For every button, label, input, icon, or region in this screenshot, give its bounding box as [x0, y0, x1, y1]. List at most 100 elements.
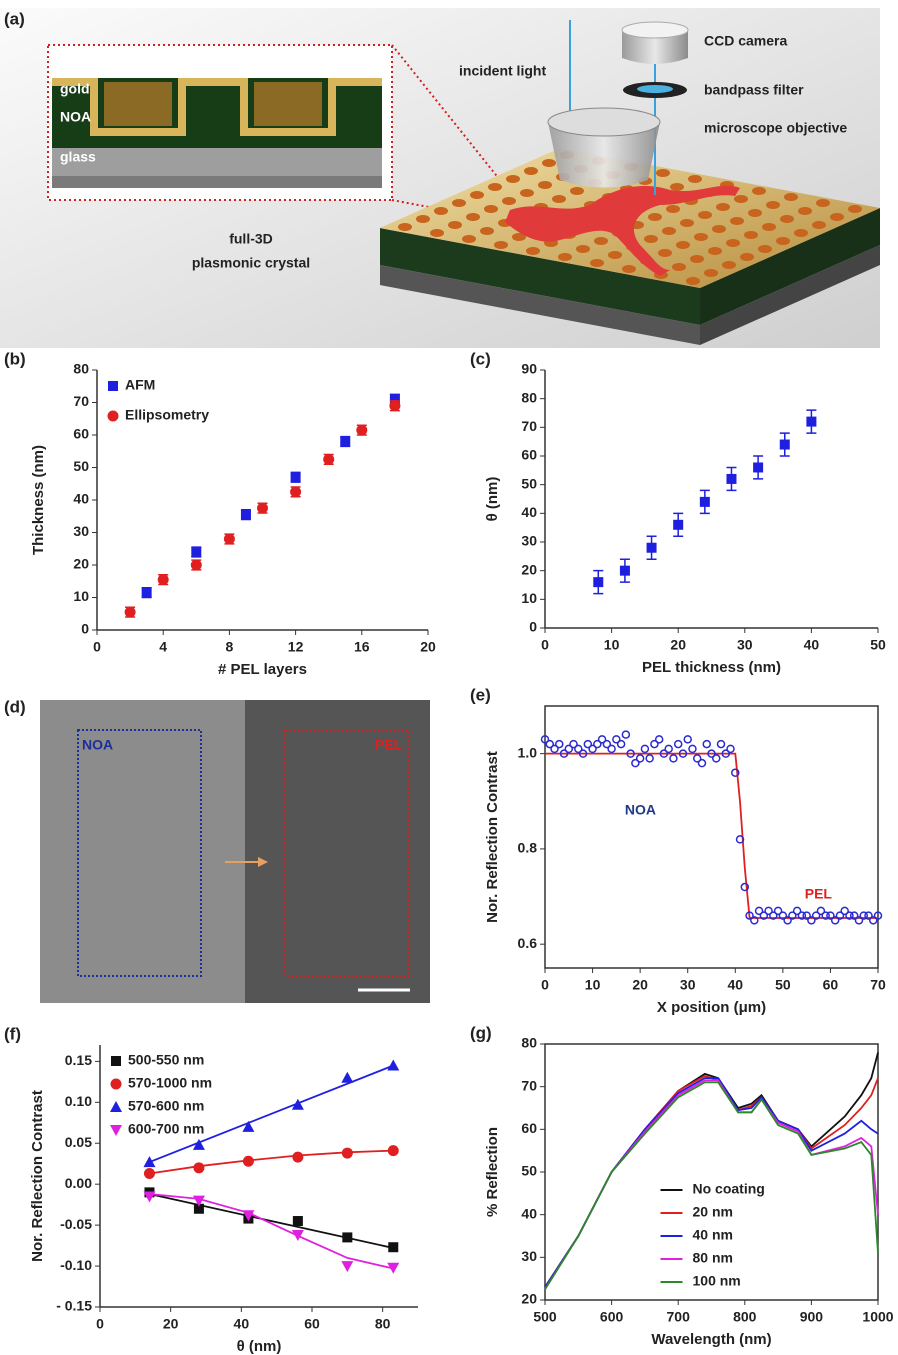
hole — [430, 229, 444, 237]
marker — [726, 474, 736, 484]
legend-swatch — [111, 1056, 121, 1066]
hole — [848, 205, 862, 213]
hole — [726, 239, 740, 247]
y-axis-label: Nor. Reflection Contrast — [29, 1090, 46, 1262]
marker — [143, 1156, 155, 1167]
hole — [434, 207, 448, 215]
legend-label: 570-1000 nm — [128, 1075, 212, 1091]
gold-well — [254, 82, 322, 126]
hole — [794, 229, 808, 237]
legend-label: 20 nm — [693, 1204, 733, 1220]
hole — [570, 187, 584, 195]
hole — [590, 259, 604, 267]
hole — [670, 183, 684, 191]
legend-swatch — [108, 381, 118, 391]
y-axis-label: % Reflection — [484, 1127, 501, 1217]
hole — [734, 195, 748, 203]
hole — [542, 159, 556, 167]
legend-label: 500-550 nm — [128, 1052, 204, 1068]
y-tick-label: 20 — [521, 561, 537, 577]
legend-label: AFM — [125, 377, 155, 393]
x-tick-label: 20 — [632, 977, 648, 993]
y-tick-label: 20 — [521, 1291, 537, 1307]
x-axis-label: PEL thickness (nm) — [642, 659, 781, 676]
hole — [798, 207, 812, 215]
y-tick-label: 10 — [521, 590, 537, 606]
y-tick-label: 20 — [73, 556, 89, 572]
hole — [762, 223, 776, 231]
hole — [694, 233, 708, 241]
marker — [342, 1148, 353, 1159]
hole — [448, 221, 462, 229]
legend-label: 100 nm — [693, 1273, 741, 1289]
inset-label: glass — [60, 149, 96, 165]
panel-label: (f) — [4, 1024, 21, 1043]
y-tick-label: - 0.15 — [56, 1298, 92, 1314]
camera-top — [622, 22, 688, 38]
marker — [665, 745, 672, 752]
marker — [684, 736, 691, 743]
hole — [744, 231, 758, 239]
hole — [698, 211, 712, 219]
marker — [291, 472, 301, 482]
hole — [484, 205, 498, 213]
marker — [292, 1230, 304, 1241]
marker — [675, 741, 682, 748]
marker — [388, 1242, 398, 1252]
legend-label: 600-700 nm — [128, 1121, 204, 1137]
x-tick-label: 20 — [420, 639, 436, 655]
plot-frame — [545, 706, 878, 968]
marker — [144, 1168, 155, 1179]
marker — [388, 1145, 399, 1156]
x-tick-label: 10 — [585, 977, 601, 993]
y-tick-label: 80 — [521, 389, 537, 405]
micrograph-noa — [40, 700, 245, 1003]
hole — [648, 213, 662, 221]
y-tick-label: 10 — [73, 588, 89, 604]
glass-layer — [52, 148, 382, 176]
legend-label: 40 nm — [693, 1227, 733, 1243]
micrograph-pel — [245, 700, 430, 1003]
x-tick-label: 4 — [159, 639, 167, 655]
marker — [290, 486, 301, 497]
x-tick-label: 40 — [727, 977, 743, 993]
marker — [193, 1162, 204, 1173]
marker — [593, 577, 603, 587]
annotation: NOA — [625, 802, 656, 818]
x-tick-label: 70 — [870, 977, 886, 993]
marker — [125, 607, 136, 618]
hole — [690, 255, 704, 263]
hole — [758, 245, 772, 253]
annotation: incident light — [459, 63, 546, 79]
hole — [506, 175, 520, 183]
y-tick-label: 0.6 — [518, 935, 538, 951]
marker — [622, 731, 629, 738]
legend-label: No coating — [693, 1181, 765, 1197]
inset-label: gold — [60, 81, 90, 97]
x-tick-label: 20 — [163, 1316, 179, 1332]
y-tick-label: 30 — [521, 1248, 537, 1264]
hole — [680, 219, 694, 227]
x-tick-label: 40 — [804, 637, 820, 653]
marker — [780, 440, 790, 450]
marker — [718, 741, 725, 748]
region-label: PEL — [375, 737, 403, 753]
hole — [524, 167, 538, 175]
panel-d: (d) NOA PEL — [4, 697, 430, 1003]
hole — [558, 253, 572, 261]
hole — [658, 249, 672, 257]
marker — [341, 1072, 353, 1083]
y-tick-label: 0.05 — [65, 1134, 92, 1150]
y-tick-label: 1.0 — [518, 744, 538, 760]
x-tick-label: 50 — [870, 637, 886, 653]
hole — [688, 175, 702, 183]
x-tick-label: 50 — [775, 977, 791, 993]
y-tick-label: 70 — [521, 418, 537, 434]
hole — [776, 237, 790, 245]
y-tick-label: 70 — [73, 393, 89, 409]
y-tick-label: 30 — [73, 523, 89, 539]
caption: full-3D — [229, 231, 273, 247]
marker — [142, 588, 152, 598]
marker — [656, 736, 663, 743]
hole — [712, 225, 726, 233]
